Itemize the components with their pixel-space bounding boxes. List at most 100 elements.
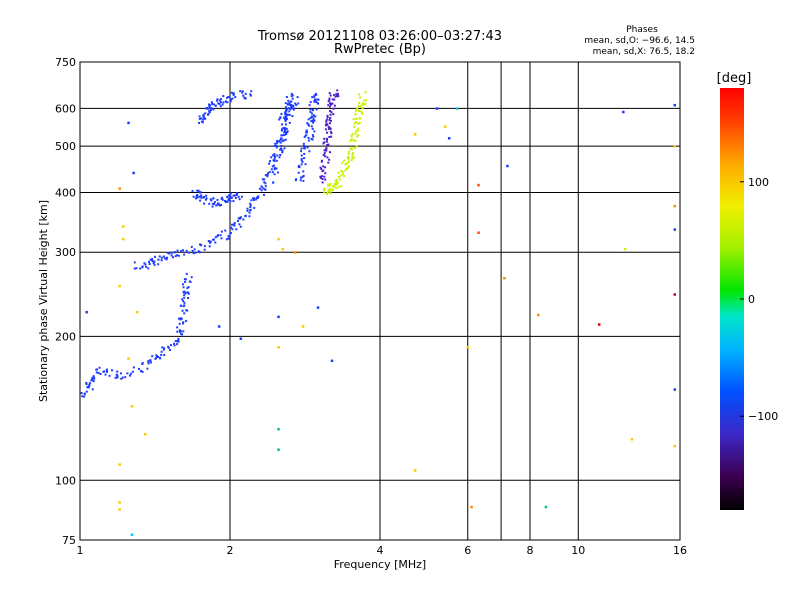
echo-point — [232, 200, 235, 203]
echo-point — [335, 183, 338, 186]
echo-point — [314, 115, 317, 118]
echo-point — [503, 276, 506, 280]
echo-point — [141, 265, 144, 268]
echo-point — [249, 204, 252, 207]
echo-point — [673, 444, 677, 448]
echo-point — [297, 102, 300, 105]
echo-point — [130, 405, 134, 408]
echo-point — [280, 145, 283, 148]
echo-point — [359, 96, 362, 99]
echo-point — [139, 267, 142, 270]
echo-point — [304, 163, 307, 166]
echo-point — [150, 361, 153, 364]
echo-point — [249, 94, 252, 97]
echo-point — [323, 191, 326, 194]
x-tick-label: 16 — [673, 544, 687, 557]
echo-point — [283, 147, 286, 150]
echo-point — [186, 309, 189, 312]
echo-point — [229, 200, 232, 203]
echo-point — [173, 251, 176, 254]
echo-point — [293, 251, 297, 254]
echo-point — [170, 254, 173, 257]
echo-point — [291, 97, 294, 100]
echo-point — [92, 380, 95, 383]
echo-point — [159, 357, 162, 360]
echo-point — [176, 249, 179, 252]
echo-point — [276, 141, 279, 144]
echo-point — [323, 152, 326, 155]
echo-point — [229, 231, 232, 234]
echo-point — [178, 329, 181, 332]
echo-point — [151, 355, 154, 358]
echo-point — [114, 376, 117, 379]
echo-point — [309, 108, 312, 111]
echo-point — [310, 137, 313, 140]
echo-point — [361, 102, 364, 105]
echo-point — [355, 145, 358, 148]
echo-point — [326, 143, 329, 146]
echo-point — [279, 148, 282, 151]
echo-point — [220, 230, 223, 233]
echo-point — [330, 189, 333, 192]
y-tick-label: 600 — [55, 102, 76, 115]
echo-point — [413, 469, 417, 472]
echo-point — [323, 175, 326, 178]
echo-point — [173, 342, 176, 345]
echo-point — [337, 186, 340, 189]
echo-point — [311, 138, 314, 141]
echo-point — [361, 107, 364, 110]
echo-point — [212, 197, 215, 200]
echo-point — [197, 250, 200, 253]
echo-point — [322, 165, 325, 168]
echo-point — [91, 378, 94, 381]
x-tick-label: 10 — [571, 544, 585, 557]
echo-point — [190, 245, 193, 248]
echo-point — [357, 109, 360, 112]
echo-point — [105, 369, 108, 372]
y-tick-label: 75 — [62, 534, 76, 547]
echo-point — [124, 376, 127, 379]
echo-point — [242, 218, 245, 221]
echo-point — [297, 165, 300, 168]
echo-point — [139, 369, 142, 372]
echo-point — [190, 276, 193, 279]
echo-point — [86, 386, 89, 389]
echo-point — [280, 134, 283, 137]
echo-point — [127, 357, 130, 360]
echo-point — [326, 193, 329, 196]
echo-point — [337, 171, 340, 174]
echo-point — [285, 116, 288, 119]
echo-point — [326, 123, 329, 126]
echo-point — [148, 260, 151, 263]
echo-point — [292, 108, 295, 111]
echo-point — [335, 181, 338, 184]
echo-point — [231, 97, 234, 100]
echo-point — [227, 199, 230, 202]
echo-point — [413, 133, 417, 136]
echo-point — [160, 353, 163, 356]
echo-point — [311, 134, 314, 137]
echo-point — [310, 112, 313, 115]
echo-point — [255, 198, 258, 201]
echo-point — [466, 346, 470, 349]
echo-point — [358, 101, 361, 104]
echo-point — [330, 359, 334, 363]
echo-point — [273, 153, 276, 156]
echo-point — [234, 196, 237, 199]
echo-point — [288, 107, 291, 110]
echo-point — [330, 192, 333, 195]
echo-point — [219, 105, 222, 108]
echo-point — [322, 142, 325, 145]
echo-point — [353, 147, 356, 150]
echo-point — [225, 200, 228, 203]
echo-point — [135, 310, 139, 314]
echo-point — [300, 154, 303, 157]
echo-point — [319, 166, 322, 169]
echo-point — [203, 202, 206, 205]
echo-point — [310, 120, 313, 123]
echo-point — [241, 90, 244, 93]
echo-point — [345, 167, 348, 170]
echo-point — [313, 130, 316, 133]
echo-point — [187, 251, 190, 254]
